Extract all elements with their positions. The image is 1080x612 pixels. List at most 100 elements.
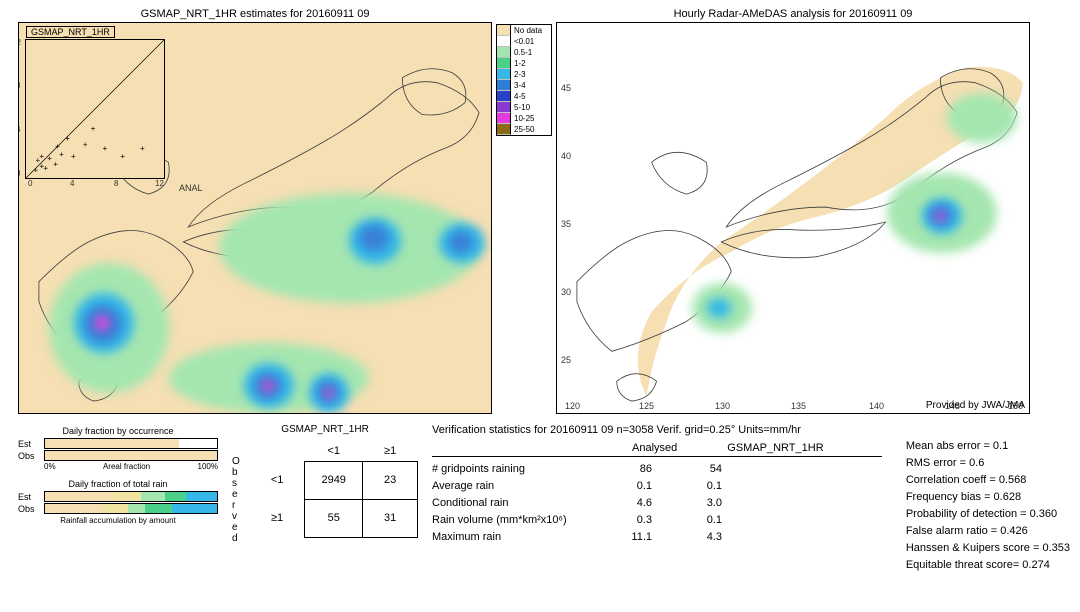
legend-label: 1-2 <box>511 59 526 68</box>
precip-area <box>359 225 389 251</box>
stat-v2: 3.0 <box>682 495 722 512</box>
bar-segment <box>165 492 186 501</box>
metric-line: Equitable threat score= 0.274 <box>906 557 1070 574</box>
stat-v2: 0.1 <box>682 478 722 495</box>
legend-swatch <box>497 80 511 91</box>
lat-tick: 30 <box>561 287 571 297</box>
right-map-frame: 120 125 130 135 140 145 150 45 40 35 30 … <box>556 22 1030 414</box>
stat-row: Rain volume (mm*km²x10⁶) 0.3 0.1 <box>432 512 882 529</box>
right-map-title: Hourly Radar-AMeDAS analysis for 2016091… <box>556 8 1030 20</box>
bar-segment <box>141 492 165 501</box>
stat-v2: 0.1 <box>682 512 722 529</box>
legend-label: 10-25 <box>511 114 534 123</box>
lon-tick: 140 <box>869 401 884 411</box>
col-analysed: Analysed <box>632 442 677 454</box>
legend-label: 25-50 <box>511 125 534 134</box>
legend-label: 2-3 <box>511 70 526 79</box>
bar-segment <box>45 504 103 513</box>
axis-left: 0% <box>44 462 56 471</box>
stat-name: Rain volume (mm*km²x10⁶) <box>432 512 582 529</box>
stat-name: # gridpoints raining <box>432 461 582 478</box>
metric-line: Frequency bias = 0.628 <box>906 489 1070 506</box>
right-map-panel: Hourly Radar-AMeDAS analysis for 2016091… <box>556 8 1030 414</box>
legend-swatch <box>497 36 511 47</box>
legend-label: 5-10 <box>511 103 530 112</box>
row-ge: ≥1 <box>250 499 305 537</box>
left-map-panel: GSMAP_NRT_1HR estimates for 20160911 09 <box>18 8 492 414</box>
cell-d: 31 <box>363 499 418 537</box>
metrics-list: Mean abs error = 0.1RMS error = 0.6Corre… <box>906 424 1070 574</box>
precip-area <box>935 211 945 221</box>
row-lt: <1 <box>250 461 305 499</box>
obs-label: Obs <box>18 451 40 461</box>
stat-v1: 0.1 <box>612 478 652 495</box>
left-map-title: GSMAP_NRT_1HR estimates for 20160911 09 <box>18 8 492 20</box>
stat-v1: 4.6 <box>612 495 652 512</box>
metric-line: Mean abs error = 0.1 <box>906 438 1070 455</box>
contingency-panel: GSMAP_NRT_1HR Observed <1≥1 <1 2949 23 ≥… <box>232 424 418 538</box>
stat-rows: # gridpoints raining 86 54 Average rain 0.1 0… <box>432 461 882 546</box>
legend-row: 3-4 <box>497 80 551 91</box>
cell-b: 23 <box>363 461 418 499</box>
axis-center: Areal fraction <box>103 462 150 471</box>
stat-v2: 54 <box>682 461 722 478</box>
lon-tick: 120 <box>565 401 580 411</box>
est-label: Est <box>18 492 40 502</box>
legend-swatch <box>497 25 511 36</box>
est-bar: Est <box>18 438 218 449</box>
legend-row: 4-5 <box>497 91 551 102</box>
legend-swatch <box>497 47 511 58</box>
legend-swatch <box>497 91 511 102</box>
metric-line: False alarm ratio = 0.426 <box>906 523 1070 540</box>
lat-tick: 25 <box>561 355 571 365</box>
stat-name: Average rain <box>432 478 582 495</box>
contingency-title: GSMAP_NRT_1HR <box>232 424 418 435</box>
precip-area <box>947 93 1017 143</box>
stats-subheader: Analysed GSMAP_NRT_1HR <box>432 442 882 457</box>
tick: 0 <box>18 169 20 178</box>
col-gsmap: GSMAP_NRT_1HR <box>727 442 823 454</box>
legend-swatch <box>497 58 511 69</box>
bar-segment <box>45 492 114 501</box>
observed-label: Observed <box>232 456 240 544</box>
tick: 4 <box>18 125 20 134</box>
stat-v2: 4.3 <box>682 529 722 546</box>
metric-line: Probability of detection = 0.360 <box>906 506 1070 523</box>
precip-area <box>707 298 731 318</box>
tick: 8 <box>114 179 118 188</box>
legend-row: 25-50 <box>497 124 551 135</box>
verif-header: Verification statistics for 20160911 09 … <box>432 424 882 436</box>
legend-row: 0.5-1 <box>497 47 551 58</box>
legend-row: 10-25 <box>497 113 551 124</box>
left-map-frame: GSMAP_NRT_1HR 0 4 8 12 0 4 8 12 ANAL <box>18 22 492 414</box>
total-rain-title: Daily fraction of total rain <box>18 479 218 489</box>
est-label: Est <box>18 439 40 449</box>
stat-name: Maximum rain <box>432 529 582 546</box>
legend-swatch <box>497 102 511 113</box>
cell-a: 2949 <box>305 461 363 499</box>
obs-seg-bar: Obs <box>18 503 218 514</box>
bar-column: Daily fraction by occurrence Est Obs 0% … <box>18 424 218 527</box>
est-seg-bar: Est <box>18 491 218 502</box>
bar-segment <box>114 492 142 501</box>
legend-label: 4-5 <box>511 92 526 101</box>
stat-v1: 11.1 <box>612 529 652 546</box>
legend-row: <0.01 <box>497 36 551 47</box>
precip-area <box>324 388 334 398</box>
metric-line: RMS error = 0.6 <box>906 455 1070 472</box>
anal-label: ANAL <box>179 183 203 193</box>
rainfall-caption: Rainfall accumulation by amount <box>18 516 218 525</box>
stat-row: Average rain 0.1 0.1 <box>432 478 882 495</box>
occurrence-title: Daily fraction by occurrence <box>18 426 218 436</box>
legend-row: 2-3 <box>497 69 551 80</box>
provided-by: Provided by JWA/JMA <box>926 400 1025 411</box>
stat-v1: 0.3 <box>612 512 652 529</box>
bar-segment <box>145 504 173 513</box>
col-ge: ≥1 <box>363 441 418 461</box>
stat-v1: 86 <box>612 461 652 478</box>
tick: 0 <box>28 179 32 188</box>
cell-c: 55 <box>305 499 363 537</box>
metric-line: Correlation coeff = 0.568 <box>906 472 1070 489</box>
precip-area <box>262 380 274 392</box>
tick: 12 <box>155 179 164 188</box>
